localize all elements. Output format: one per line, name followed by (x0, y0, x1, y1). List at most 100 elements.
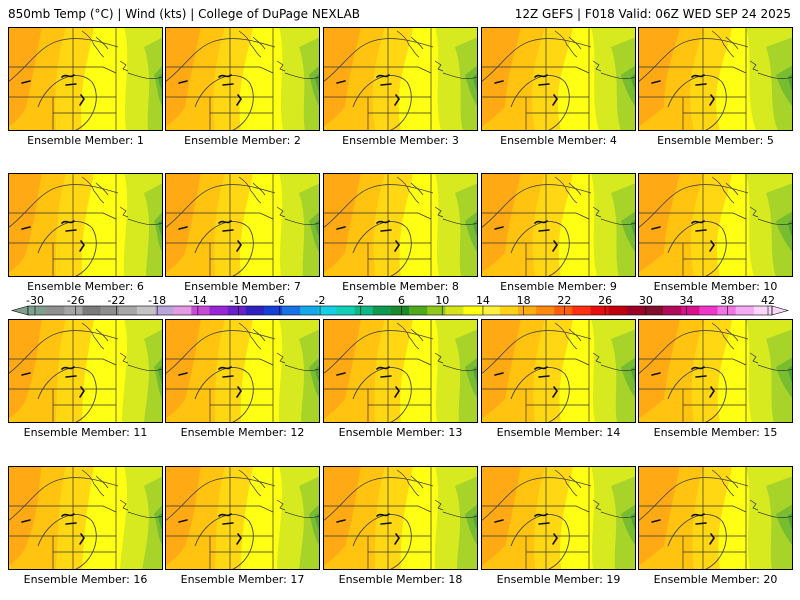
colorbar-swatch (463, 306, 482, 315)
ensemble-member-map-17 (165, 466, 320, 570)
colorbar-swatch (554, 306, 573, 315)
colorbar-swatch (46, 306, 65, 315)
colorbar-swatch (644, 306, 664, 315)
temperature-map (638, 27, 793, 131)
temperature-map (8, 466, 163, 570)
colorbar-swatch (82, 306, 101, 315)
colorbar-swatch (173, 306, 192, 315)
colorbar-swatch (100, 306, 120, 315)
colorbar-swatch (28, 306, 47, 315)
colorbar-swatch (753, 306, 773, 315)
ensemble-member-map-10 (638, 173, 793, 277)
colorbar-tick-label: 6 (398, 296, 405, 307)
ensemble-member-map-9 (481, 173, 636, 277)
ensemble-member-label: Ensemble Member: 14 (496, 426, 621, 439)
header-run-info: 12Z GEFS | F018 Valid: 06Z WED SEP 24 20… (514, 7, 791, 21)
colorbar-tick-label: -22 (107, 296, 125, 307)
temperature-map (8, 27, 163, 131)
ensemble-member-label: Ensemble Member: 4 (500, 134, 617, 147)
ensemble-member-map-2 (165, 27, 320, 131)
ensemble-member-map-15 (638, 319, 793, 423)
colorbar-swatch (263, 306, 283, 315)
colorbar-swatch (626, 306, 646, 315)
colorbar-tick-label: 42 (761, 296, 775, 307)
colorbar-tick-label: 2 (357, 296, 364, 307)
ensemble-member-map-4 (481, 27, 636, 131)
temperature-map (323, 173, 478, 277)
ensemble-member-label: Ensemble Member: 3 (342, 134, 459, 147)
colorbar-swatch (717, 306, 737, 315)
colorbar-swatch (735, 306, 755, 315)
colorbar-tick-label: 14 (476, 296, 490, 307)
colorbar-tick-label: -6 (274, 296, 285, 307)
ensemble-member-map-1 (8, 27, 163, 131)
colorbar-swatch (681, 306, 700, 315)
colorbar-swatch (209, 306, 228, 315)
colorbar-swatch (245, 306, 265, 315)
ensemble-member-map-19 (481, 466, 636, 570)
temperature-map (323, 27, 478, 131)
ensemble-member-label: Ensemble Member: 11 (23, 426, 148, 439)
colorbar-swatch (227, 306, 247, 315)
ensemble-member-label: Ensemble Member: 9 (500, 280, 617, 293)
ensemble-member-map-13 (323, 319, 478, 423)
colorbar-swatch (499, 306, 519, 315)
temperature-map (323, 319, 478, 423)
temperature-colorbar: -30 -26 -22 -18 -14 -10 -6 -2 2 6 10 14 18 22 26 30 34 38… (10, 296, 790, 316)
colorbar-swatch (354, 306, 374, 315)
ensemble-member-label: Ensemble Member: 15 (653, 426, 778, 439)
ensemble-member-label: Ensemble Member: 5 (657, 134, 774, 147)
temperature-map (638, 173, 793, 277)
colorbar-tick-label: 34 (680, 296, 694, 307)
colorbar-swatch (663, 306, 682, 315)
temperature-map (165, 319, 320, 423)
colorbar-swatch (372, 306, 392, 315)
ensemble-member-label: Ensemble Member: 20 (653, 573, 778, 586)
ensemble-member-map-20 (638, 466, 793, 570)
colorbar-swatch (608, 306, 628, 315)
ensemble-member-map-6 (8, 173, 163, 277)
colorbar-tick-label: 26 (598, 296, 612, 307)
ensemble-member-map-16 (8, 466, 163, 570)
temperature-map (165, 173, 320, 277)
ensemble-member-map-3 (323, 27, 478, 131)
ensemble-member-map-11 (8, 319, 163, 423)
temperature-map (481, 319, 636, 423)
colorbar-tick-label: -14 (189, 296, 207, 307)
ensemble-member-label: Ensemble Member: 2 (184, 134, 301, 147)
ensemble-member-map-8 (323, 173, 478, 277)
colorbar-swatch (517, 306, 537, 315)
temperature-map (323, 466, 478, 570)
ensemble-member-label: Ensemble Member: 19 (496, 573, 621, 586)
temperature-map (165, 27, 320, 131)
ensemble-member-label: Ensemble Member: 10 (653, 280, 778, 293)
ensemble-member-map-14 (481, 319, 636, 423)
colorbar-swatch (282, 306, 301, 315)
ensemble-member-map-7 (165, 173, 320, 277)
header-title: 850mb Temp (°C) | Wind (kts) | College o… (8, 7, 361, 21)
colorbar-swatch (699, 306, 718, 315)
temperature-map (638, 466, 793, 570)
temperature-map (481, 27, 636, 131)
ensemble-member-label: Ensemble Member: 13 (338, 426, 463, 439)
ensemble-member-label: Ensemble Member: 12 (180, 426, 305, 439)
ensemble-member-map-12 (165, 319, 320, 423)
temperature-map (481, 466, 636, 570)
temperature-map (638, 319, 793, 423)
colorbar-tick-label: -26 (67, 296, 85, 307)
ensemble-member-label: Ensemble Member: 1 (27, 134, 144, 147)
temperature-map (165, 466, 320, 570)
temperature-map (8, 319, 163, 423)
temperature-map (481, 173, 636, 277)
ensemble-member-label: Ensemble Member: 18 (338, 573, 463, 586)
ensemble-member-map-18 (323, 466, 478, 570)
colorbar-swatch (409, 306, 428, 315)
colorbar-swatch (155, 306, 174, 315)
colorbar-swatch (445, 306, 464, 315)
colorbar-right-arrow (771, 305, 790, 316)
colorbar-swatch (427, 306, 446, 315)
colorbar-tick-label: -10 (230, 296, 248, 307)
ensemble-member-label: Ensemble Member: 7 (184, 280, 301, 293)
colorbar-tick-label: 10 (435, 296, 449, 307)
colorbar-tick-label: -2 (315, 296, 326, 307)
